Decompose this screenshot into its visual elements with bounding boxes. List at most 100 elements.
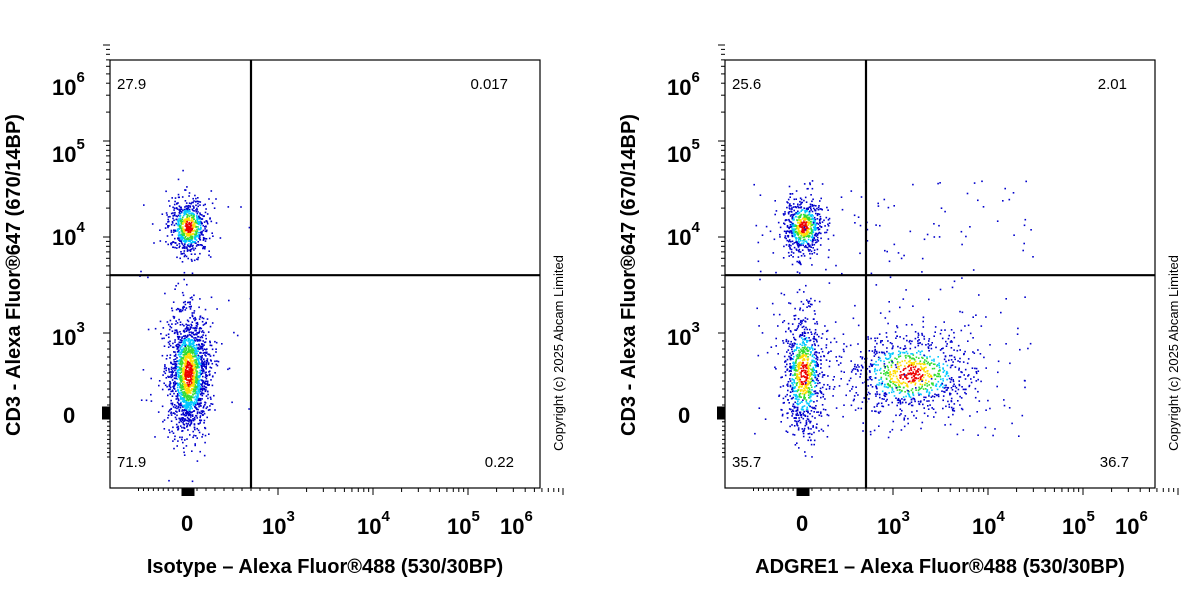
event-dot — [185, 218, 188, 220]
event-dot — [184, 375, 187, 378]
event-dot — [192, 230, 194, 232]
event-dot — [176, 228, 179, 231]
event-dot — [178, 232, 180, 234]
event-dot — [791, 382, 793, 384]
event-dot — [178, 355, 181, 358]
event-dot — [182, 354, 185, 356]
event-dot — [186, 396, 188, 398]
event-dot — [206, 390, 209, 393]
event-dot — [808, 402, 810, 405]
event-dot — [885, 358, 888, 360]
event-dot — [181, 323, 184, 326]
event-dot — [202, 370, 204, 373]
event-dot — [808, 374, 811, 376]
event-dot — [835, 356, 837, 358]
left-copyright-text: Copyright (c) 2025 Abcam Limited — [551, 255, 566, 451]
event-dot — [813, 249, 816, 251]
event-dot — [216, 364, 219, 367]
event-dot — [809, 183, 811, 186]
event-dot — [183, 413, 186, 416]
event-dot — [190, 364, 193, 367]
event-dot — [184, 349, 187, 352]
event-dot — [816, 333, 818, 336]
event-dot — [819, 219, 821, 222]
event-dot — [181, 196, 184, 198]
event-dot — [192, 227, 194, 230]
event-dot — [785, 237, 787, 240]
event-dot — [815, 235, 818, 237]
event-dot — [926, 372, 929, 375]
event-dot — [952, 385, 954, 387]
event-dot — [901, 360, 904, 363]
event-dot — [210, 344, 213, 347]
event-dot — [187, 406, 190, 409]
event-dot — [910, 368, 912, 370]
event-dot — [797, 212, 800, 215]
event-dot — [900, 413, 902, 415]
event-dot — [187, 348, 190, 350]
event-dot — [801, 381, 803, 384]
event-dot — [795, 329, 798, 331]
event-dot — [182, 358, 184, 360]
event-dot — [948, 377, 951, 380]
event-dot — [923, 407, 925, 409]
event-dot — [809, 214, 812, 217]
event-dot — [883, 351, 885, 354]
event-dot — [812, 239, 815, 242]
event-dot — [855, 386, 857, 388]
event-dot — [923, 368, 925, 371]
event-dot — [818, 228, 821, 230]
event-dot — [198, 382, 200, 384]
event-dot — [842, 333, 845, 335]
event-dot — [793, 209, 795, 212]
event-dot — [897, 383, 900, 386]
event-dot — [183, 210, 186, 212]
event-dot — [199, 386, 201, 388]
event-dot — [204, 372, 206, 374]
event-dot — [798, 236, 800, 239]
event-dot — [898, 389, 901, 391]
event-dot — [798, 386, 800, 388]
event-dot — [815, 227, 817, 230]
event-dot — [800, 364, 803, 366]
event-dot — [201, 214, 203, 216]
event-dot — [808, 436, 811, 439]
event-dot — [248, 408, 250, 410]
event-dot — [802, 430, 804, 433]
event-dot — [906, 374, 908, 376]
event-dot — [181, 243, 184, 245]
event-dot — [210, 367, 213, 369]
event-dot — [871, 386, 874, 388]
event-dot — [199, 221, 201, 223]
event-dot — [920, 393, 922, 396]
event-dot — [197, 234, 199, 237]
event-dot — [215, 363, 218, 366]
event-dot — [792, 433, 794, 436]
event-dot — [183, 278, 185, 281]
event-dot — [194, 319, 196, 322]
event-dot — [185, 384, 188, 386]
event-dot — [912, 362, 914, 364]
event-dot — [194, 253, 196, 255]
event-dot — [188, 329, 190, 332]
event-dot — [170, 368, 173, 370]
event-dot — [174, 242, 176, 244]
event-dot — [183, 376, 185, 379]
event-dot — [161, 388, 164, 391]
event-dot — [184, 347, 186, 349]
event-dot — [862, 430, 864, 432]
event-dot — [879, 224, 881, 227]
event-dot — [188, 215, 191, 217]
event-dot — [202, 236, 205, 239]
event-dot — [930, 382, 933, 384]
event-dot — [177, 401, 179, 404]
event-dot — [814, 386, 816, 388]
event-dot — [204, 441, 206, 444]
event-dot — [188, 383, 191, 386]
event-dot — [802, 417, 805, 420]
event-dot — [908, 341, 911, 343]
event-dot — [204, 247, 206, 250]
event-dot — [210, 379, 212, 381]
event-dot — [808, 217, 811, 220]
event-dot — [861, 401, 864, 403]
